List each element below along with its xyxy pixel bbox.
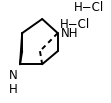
Text: NH: NH [61,27,79,40]
Text: H−Cl: H−Cl [60,18,91,31]
Text: N
H: N H [9,69,18,96]
Text: H−Cl: H−Cl [74,1,104,15]
